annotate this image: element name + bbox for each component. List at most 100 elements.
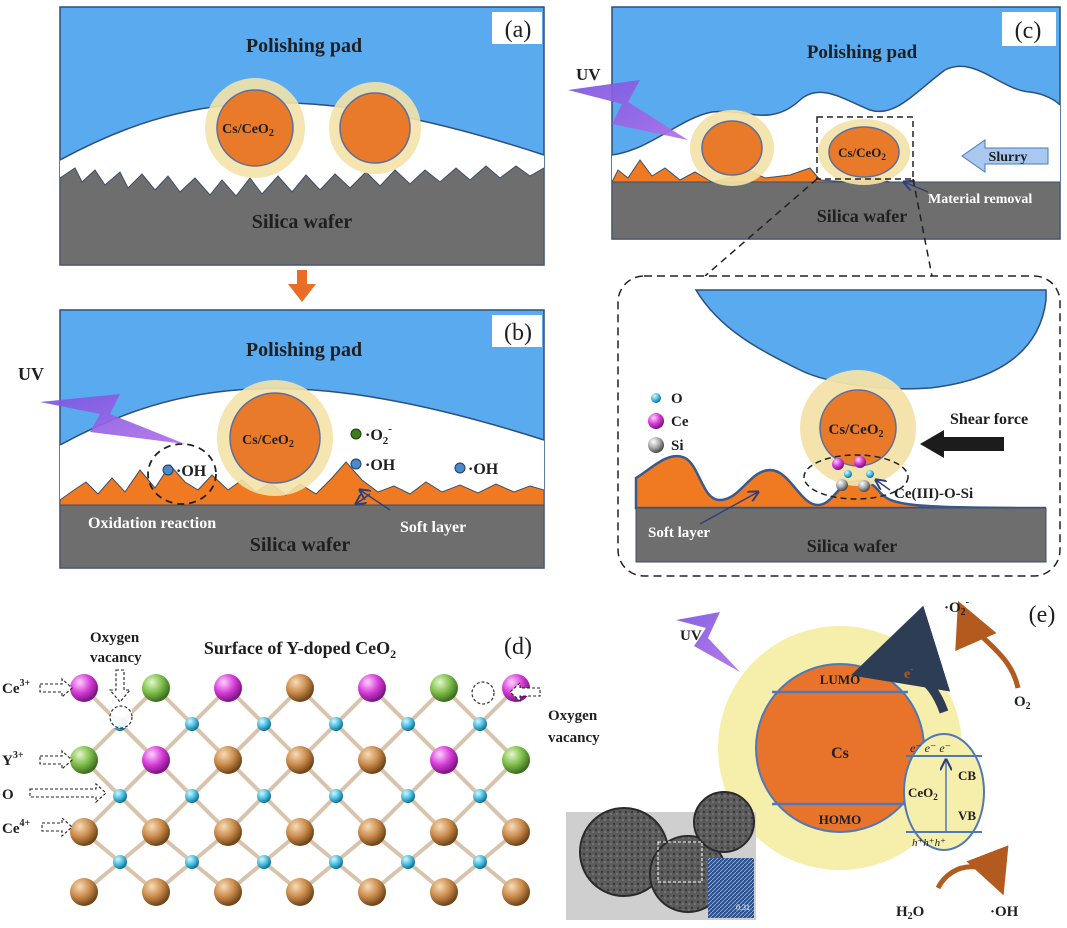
oxygen-atom <box>401 855 415 869</box>
ceo2-label: CeO2 <box>908 785 938 802</box>
oxygen-atom <box>185 855 199 869</box>
vacancy-label: vacancy <box>90 650 142 666</box>
oh-label: ·OH <box>176 463 207 480</box>
ce4-atom <box>358 878 386 906</box>
vacancy-label: Oxygen <box>548 708 598 724</box>
ce4-atom <box>286 746 314 774</box>
lattice-title: Surface of Y-doped CeO2 <box>204 638 396 661</box>
tem-image: 0.31 <box>566 791 756 920</box>
ce3-atom <box>214 674 242 702</box>
oxygen-atom <box>401 717 415 731</box>
panel-e: 0.31 UV ·O2- O2 e- LUMO Cs HOMO e⁻ e⁻ e⁻… <box>566 597 1055 922</box>
oxygen-atom <box>329 717 343 731</box>
panel-a: Polishing pad Cs/CeO2 Silica wafer (a) <box>59 6 545 266</box>
panel-label-a: (a) <box>505 17 532 43</box>
cs-label: Cs <box>831 745 849 762</box>
legend-o-label: O <box>671 391 683 407</box>
h2o-oxidation-arrow-icon <box>935 845 1009 896</box>
ce3-atom <box>430 746 458 774</box>
zoom-inset: O Ce Si Cs/CeO2 Shear force Ce(III)-O-Si… <box>617 275 1061 577</box>
homo-label: HOMO <box>819 812 862 827</box>
ceo2-lattice <box>70 674 530 906</box>
ce4-atom <box>142 878 170 906</box>
oxygen-atom <box>113 855 127 869</box>
oh-label: ·OH <box>468 461 499 478</box>
panel-label-e: (e) <box>1029 602 1056 628</box>
uv-bolt-icon <box>676 612 740 672</box>
wafer-label: Silica wafer <box>252 211 353 233</box>
material-removal-label: Material removal <box>928 192 1032 207</box>
legend-si-label: Si <box>671 438 684 454</box>
electron-label: e- <box>904 664 913 682</box>
pad-label: Polishing pad <box>246 339 362 361</box>
y3-atom <box>502 746 530 774</box>
uv-bolt-icon <box>568 80 688 140</box>
ce4-atom <box>214 818 242 846</box>
ce4-atom <box>70 818 98 846</box>
cerium-legend-dot <box>648 413 664 429</box>
oxygen-atom <box>185 789 199 803</box>
o2-label: O2 <box>1014 694 1031 712</box>
oxygen-vacancy-right <box>471 681 495 705</box>
soft-layer-label: Soft layer <box>648 525 710 541</box>
oh-highlight-circle <box>147 443 217 505</box>
oxygen-atom <box>401 789 415 803</box>
uv-label: UV <box>680 628 702 644</box>
vacancy-label: vacancy <box>548 730 600 746</box>
pad-label: Polishing pad <box>807 42 918 63</box>
ce4-atom <box>358 818 386 846</box>
electron-transfer-arrow-icon <box>850 605 951 714</box>
oxygen-atom <box>329 789 343 803</box>
uv-label: UV <box>576 65 601 84</box>
shear-force-label: Shear force <box>950 411 1028 428</box>
o2-reduction-arrow-icon <box>955 600 1021 689</box>
particle-label: Cs/CeO2 <box>829 422 884 440</box>
o2-radical-label: ·O2- <box>944 597 969 618</box>
oh-label: ·OH <box>990 904 1019 920</box>
oxygen-atom <box>473 789 487 803</box>
uv-bolt-icon <box>40 394 185 444</box>
ce4-atom <box>142 818 170 846</box>
wafer-label: Silica wafer <box>807 536 897 556</box>
o2-radical-label: ·O2- <box>365 423 392 447</box>
down-arrow-icon <box>288 284 316 302</box>
soft-layer <box>634 454 1047 510</box>
oxygen-atom <box>257 855 271 869</box>
oxygen-atom <box>185 717 199 731</box>
panel-d: Surface of Y-doped CeO2 Oxygen vacancy O… <box>2 630 600 906</box>
particle-label: Cs/CeO2 <box>242 433 294 450</box>
silicon-legend-dot <box>648 437 664 453</box>
vb-label: VB <box>958 808 976 823</box>
uv-label: UV <box>18 364 44 384</box>
bond-highlight <box>803 454 909 500</box>
vacancy-label: Oxygen <box>90 630 140 646</box>
ce4-atom <box>502 878 530 906</box>
ce4-atom <box>430 818 458 846</box>
panel-label-c: (c) <box>1015 18 1042 44</box>
ce4-atom <box>286 818 314 846</box>
panel-label-b: (b) <box>504 320 532 346</box>
slurry-arrow-icon <box>961 139 1049 173</box>
ceo2-particle <box>903 733 985 851</box>
panel-b: Polishing pad Cs/CeO2 UV ·OH ·O2- ·OH ·O… <box>18 309 545 569</box>
tem-scale-label: 0.31 <box>736 903 750 912</box>
oxygen-atom <box>473 855 487 869</box>
ce4-atom <box>286 674 314 702</box>
ce4-atom <box>70 878 98 906</box>
cb-label: CB <box>958 768 976 783</box>
pad-label: Polishing pad <box>246 35 362 57</box>
particle-label: Cs/CeO2 <box>838 145 886 162</box>
oxygen-atom <box>329 855 343 869</box>
electrons-row: e⁻ e⁻ e⁻ <box>910 741 951 755</box>
panel-label-d: (d) <box>504 634 532 660</box>
bond-label: Ce(III)-O-Si <box>894 486 973 502</box>
ce4-atom <box>358 746 386 774</box>
wafer-label: Silica wafer <box>817 206 907 226</box>
oh-label: ·OH <box>365 457 396 474</box>
ce4-label: Ce4+ <box>2 818 31 837</box>
ce4-atom <box>286 878 314 906</box>
y3-atom <box>70 746 98 774</box>
panel-c: Polishing pad UV Cs/CeO2 Slurry Material… <box>568 6 1061 240</box>
y3-atom <box>142 674 170 702</box>
oxygen-legend-dot <box>651 393 661 403</box>
